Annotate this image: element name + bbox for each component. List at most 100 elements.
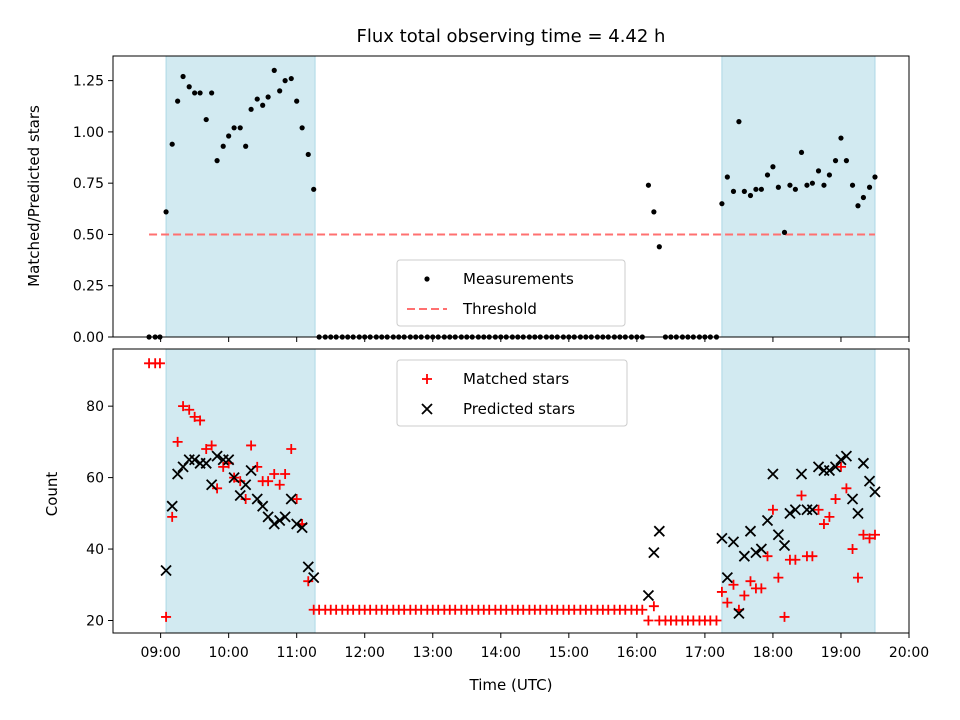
measurement-point	[180, 73, 186, 80]
predicted-stars-point	[778, 539, 791, 552]
matched-stars-point	[869, 529, 880, 540]
legend-marker	[421, 403, 433, 415]
matched-stars-point	[201, 444, 212, 455]
predicted-stars-point	[234, 489, 246, 502]
matched-stars-point	[716, 586, 727, 597]
measurement-point	[860, 194, 867, 201]
xtick-label: 20:00	[889, 645, 929, 661]
predicted-stars-point	[240, 479, 252, 491]
xtick-label: 16:00	[617, 645, 657, 661]
matched-stars-point	[291, 494, 302, 505]
predicted-stars-point	[251, 493, 263, 505]
matched-stars-point	[830, 494, 841, 505]
matched-stars-point	[172, 436, 183, 447]
predicted-stars-point	[308, 571, 320, 584]
measurement-point	[736, 119, 742, 125]
matched-stars-point	[767, 504, 778, 515]
matched-stars-point	[824, 511, 835, 522]
predicted-stars-point	[789, 504, 802, 516]
matched-stars-point	[796, 490, 807, 501]
matched-stars-point	[218, 461, 229, 472]
predicted-stars-point	[642, 589, 655, 602]
measurement-point	[214, 158, 220, 164]
top-ytick-label: 0.00	[73, 330, 104, 346]
top-ytick-label: 1.00	[73, 125, 104, 141]
matched-stars-point	[154, 358, 165, 369]
measurement-point	[855, 203, 861, 209]
matched-stars-point	[858, 529, 869, 540]
measurement-point	[809, 180, 815, 186]
matched-stars-point	[303, 576, 314, 587]
matched-stars-point	[246, 440, 257, 451]
predicted-stars-point	[869, 486, 881, 498]
measurement-point	[231, 125, 237, 131]
predicted-stars-point	[784, 507, 796, 519]
bottom-panel: 20 40 60 80 09:00 10:00 11:00 12:00 13:00 14:00 15…	[86, 348, 929, 661]
measurement-point	[781, 229, 788, 235]
matched-stars-point	[206, 440, 217, 451]
measurement-point	[866, 184, 873, 190]
matched-stars-point	[711, 615, 722, 626]
measurement-point	[192, 90, 198, 96]
predicted-stars-point	[857, 457, 870, 469]
bottom-shaded-interval-2	[721, 348, 876, 634]
predicted-stars-point	[228, 471, 240, 484]
measurement-point	[209, 90, 215, 96]
matched-stars-point	[212, 483, 223, 494]
top-shaded-interval-1	[165, 55, 316, 338]
measurement-point	[872, 174, 878, 180]
predicted-stars-point	[744, 525, 757, 537]
measurement-point	[741, 188, 747, 194]
predicted-stars-point	[846, 493, 859, 505]
xtick-label: 18:00	[753, 645, 793, 661]
xtick-label: 12:00	[345, 645, 385, 661]
legend-marker	[424, 276, 430, 282]
measurement-point	[305, 151, 311, 158]
matched-stars-point	[864, 533, 875, 544]
top-legend: Measurements Threshold	[396, 259, 626, 327]
measurement-point	[645, 182, 652, 188]
matched-stars-point	[269, 469, 280, 480]
measurement-point	[843, 158, 850, 164]
measurement-point	[792, 186, 798, 192]
predicted-stars-point	[795, 468, 808, 480]
matched-stars-point	[637, 604, 648, 615]
measurement-point	[724, 174, 730, 180]
predicted-stars-point	[223, 454, 235, 466]
measurement-point	[186, 84, 192, 90]
measurement-point	[758, 186, 764, 192]
predicted-stars-point	[302, 561, 314, 573]
xtick-label: 14:00	[481, 645, 521, 661]
predicted-stars-point	[772, 529, 785, 541]
predicted-stars-point	[829, 461, 842, 473]
measurement-point	[220, 143, 226, 149]
matched-stars-point	[739, 590, 750, 601]
predicted-stars-point	[171, 468, 184, 480]
measurement-point	[747, 192, 754, 199]
legend-label: Threshold	[462, 300, 537, 318]
predicted-stars-point	[279, 511, 291, 523]
measurement-point	[294, 98, 300, 104]
measurement-point	[175, 98, 181, 104]
top-ytick-label: 0.25	[73, 279, 104, 295]
predicted-stars-point	[812, 461, 825, 473]
top-panel: 0.00 0.25 0.50 0.75 1.00 1.25	[73, 55, 910, 346]
bottom-legend-box	[396, 359, 628, 427]
measurement-point	[203, 116, 209, 123]
matched-stars-point	[167, 511, 178, 522]
matched-stars-point	[728, 579, 739, 590]
predicted-stars-point	[257, 500, 269, 512]
measurement-point	[254, 96, 260, 102]
predicted-stars-point	[733, 607, 745, 619]
predicted-stars-point	[863, 475, 876, 487]
predicted-stars-point	[189, 454, 201, 466]
bottom-ytick-label: 60	[86, 471, 104, 487]
xtick-label: 19:00	[821, 645, 861, 661]
legend-marker	[422, 374, 432, 384]
bottom-ytick-label: 20	[86, 613, 104, 629]
predicted-stars-point	[200, 457, 212, 469]
measurement-point	[787, 182, 793, 188]
top-ytick-label: 1.25	[73, 74, 104, 90]
measurement-point	[226, 133, 232, 139]
predicted-stars-point	[721, 571, 733, 584]
